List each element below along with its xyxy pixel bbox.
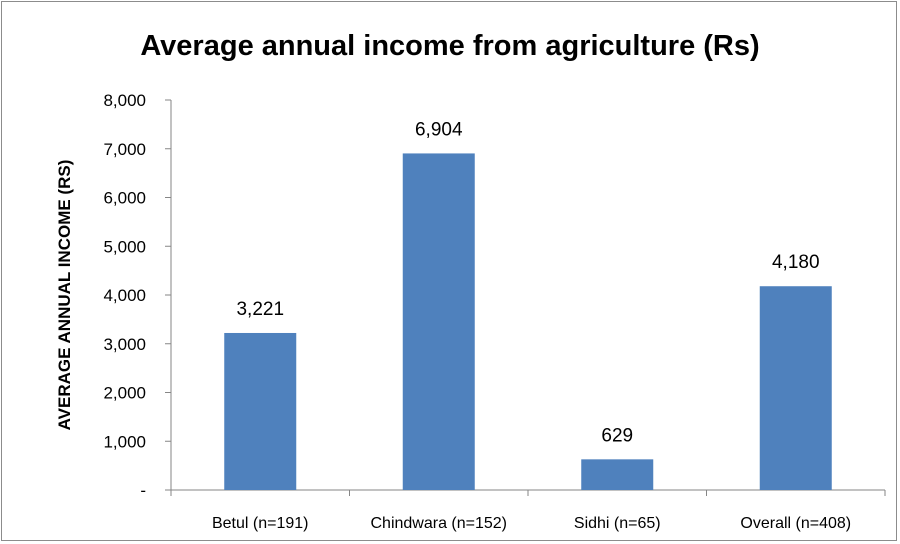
category-label: Chindwara (n=152) — [370, 515, 507, 532]
y-tick-label: 6,000 — [103, 189, 146, 208]
bar — [224, 332, 297, 490]
bar — [759, 286, 832, 490]
category-label: Betul (n=191) — [212, 515, 309, 532]
data-label: 4,180 — [772, 252, 820, 273]
data-label: 629 — [601, 425, 633, 446]
category-label: Overall (n=408) — [740, 515, 851, 532]
y-tick-label: 1,000 — [103, 432, 146, 451]
y-tick-label: 5,000 — [103, 237, 146, 256]
plot-area: - 1,000 2,000 3,000 4,000 5,000 6,000 7,000 8,00… — [103, 91, 886, 532]
bar — [581, 459, 654, 490]
y-axis-title: AVERAGE ANNUAL INCOME (RS) — [55, 160, 74, 431]
y-tick-label: - — [140, 481, 146, 500]
y-tick-label: 3,000 — [103, 335, 146, 354]
y-tick-label: 8,000 — [103, 91, 146, 110]
chart-title: Average annual income from agriculture (… — [140, 30, 760, 62]
y-tick-label: 2,000 — [103, 384, 146, 403]
y-tick-label: 4,000 — [103, 286, 146, 305]
data-label: 6,904 — [415, 119, 463, 140]
y-tick-label: 7,000 — [103, 140, 146, 159]
category-label: Sidhi (n=65) — [574, 515, 661, 532]
bar — [402, 153, 475, 490]
data-label: 3,221 — [236, 299, 284, 320]
